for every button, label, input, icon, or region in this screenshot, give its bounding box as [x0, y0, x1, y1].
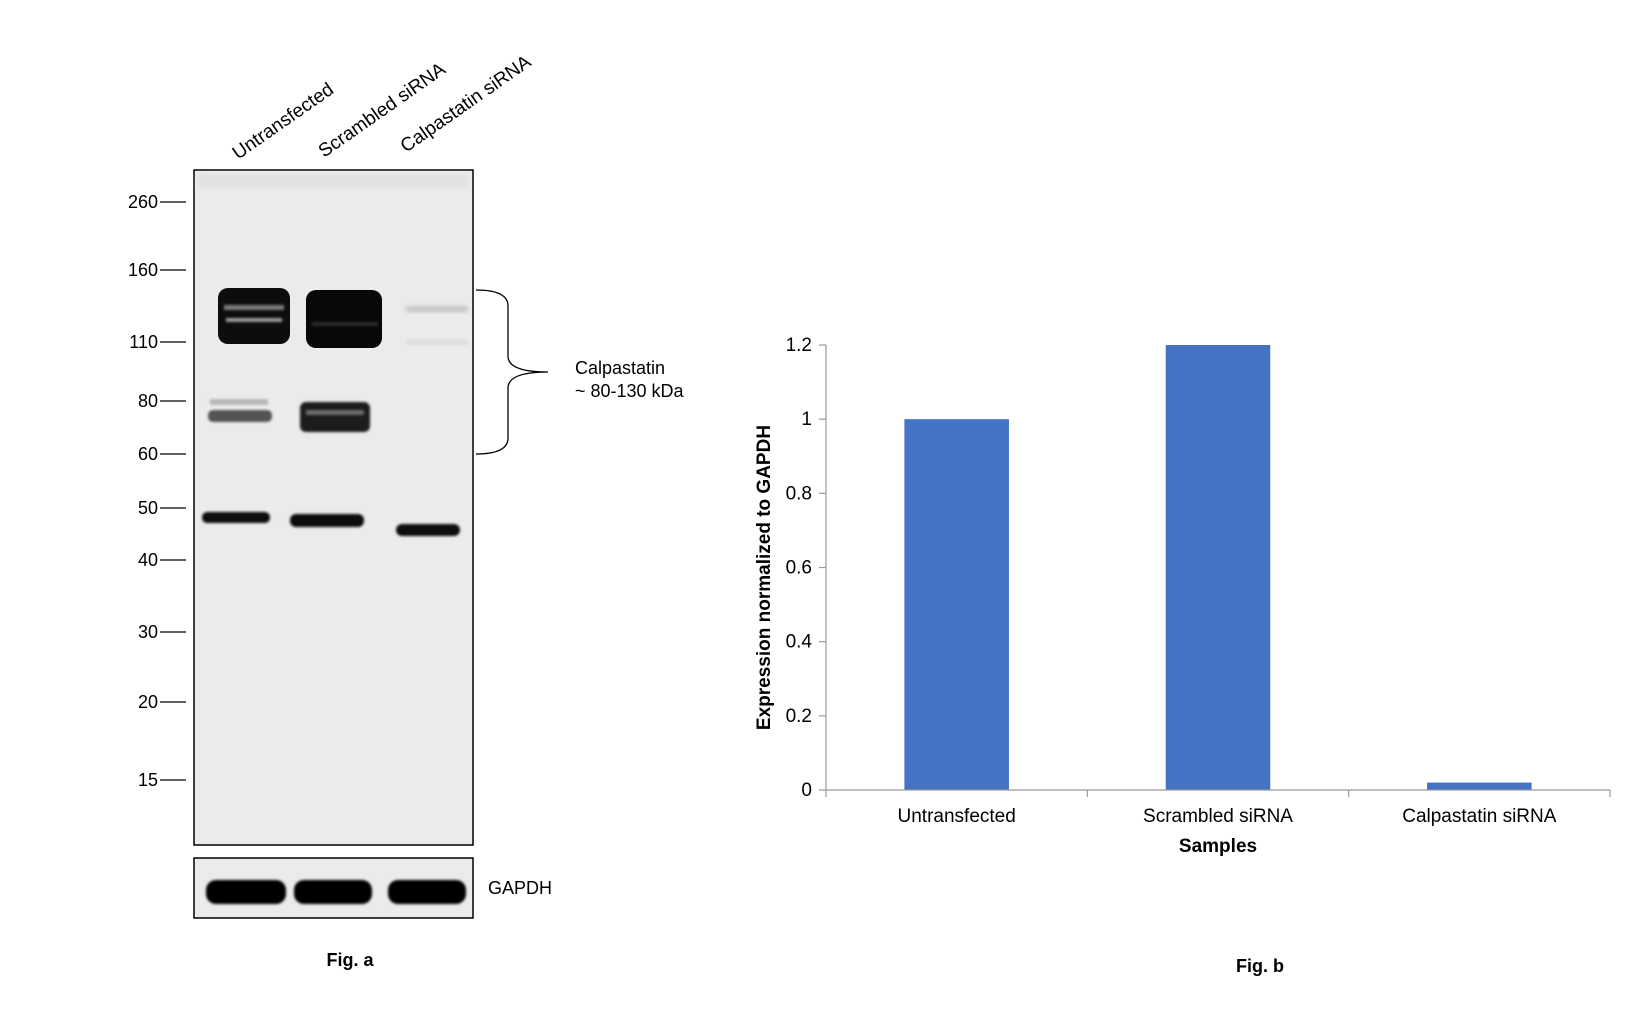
y-tick-label: 0.6	[786, 558, 812, 579]
target-label-size: ~ 80-130 kDa	[575, 381, 685, 401]
bar-untransfected	[904, 419, 1009, 790]
target-bracket	[475, 289, 549, 455]
mw-label-80: 80	[138, 391, 158, 411]
x-tick-label: Calpastatin siRNA	[1402, 806, 1556, 827]
mw-label-50: 50	[138, 498, 158, 518]
gapdh-label: GAPDH	[488, 878, 552, 898]
mw-label-160: 160	[128, 260, 158, 280]
lane-label-calpastatin: Calpastatin siRNA	[397, 51, 536, 157]
y-tick-label: 0.8	[786, 483, 812, 504]
y-tick-label: 0	[801, 780, 812, 801]
lane-2-bands	[290, 290, 382, 527]
mw-label-260: 260	[128, 192, 158, 212]
chart-plot-area: 0 0.2 0.4 0.6 0.8 1 1.2 Untransfected Scrambled …	[786, 335, 1611, 827]
mw-label-60: 60	[138, 444, 158, 464]
mw-label-110: 110	[129, 332, 158, 352]
mw-label-20: 20	[138, 692, 158, 712]
y-tick-label: 1.2	[786, 335, 812, 356]
bar-scrambled-sirna	[1165, 345, 1271, 790]
y-tick-label: 1	[801, 409, 812, 430]
y-tick-label: 0.2	[786, 706, 812, 727]
x-tick-label: Untransfected	[898, 806, 1016, 827]
mw-label-40: 40	[138, 550, 158, 570]
x-axis-label: Samples	[1179, 836, 1257, 857]
lane-label-scrambled: Scrambled siRNA	[315, 59, 450, 162]
figure-b-caption: Fig. b	[1236, 956, 1284, 976]
blot-top-smear	[198, 174, 468, 188]
western-blot-figure: Untransfected Scrambled siRNA Calpastati…	[128, 51, 685, 970]
figure-a-caption: Fig. a	[326, 950, 374, 970]
y-tick-label: 0.4	[786, 632, 813, 653]
bar-chart: 0 0.2 0.4 0.6 0.8 1 1.2 Untransfected Scrambled …	[754, 335, 1611, 976]
mw-label-30: 30	[138, 622, 158, 642]
y-axis-label: Expression normalized to GAPDH	[754, 425, 775, 730]
lane-3-bands	[396, 306, 468, 536]
bar-calpastatin-sirna	[1427, 782, 1532, 790]
mw-marker-ladder: 260 160 110 80 60 50 40 30 20 15	[128, 192, 186, 790]
target-label-name: Calpastatin	[575, 358, 665, 378]
blot-membrane	[193, 169, 474, 846]
gapdh-bands	[206, 880, 466, 904]
x-tick-label: Scrambled siRNA	[1143, 806, 1293, 827]
mw-label-15: 15	[138, 770, 158, 790]
lane-1-bands	[202, 288, 290, 523]
